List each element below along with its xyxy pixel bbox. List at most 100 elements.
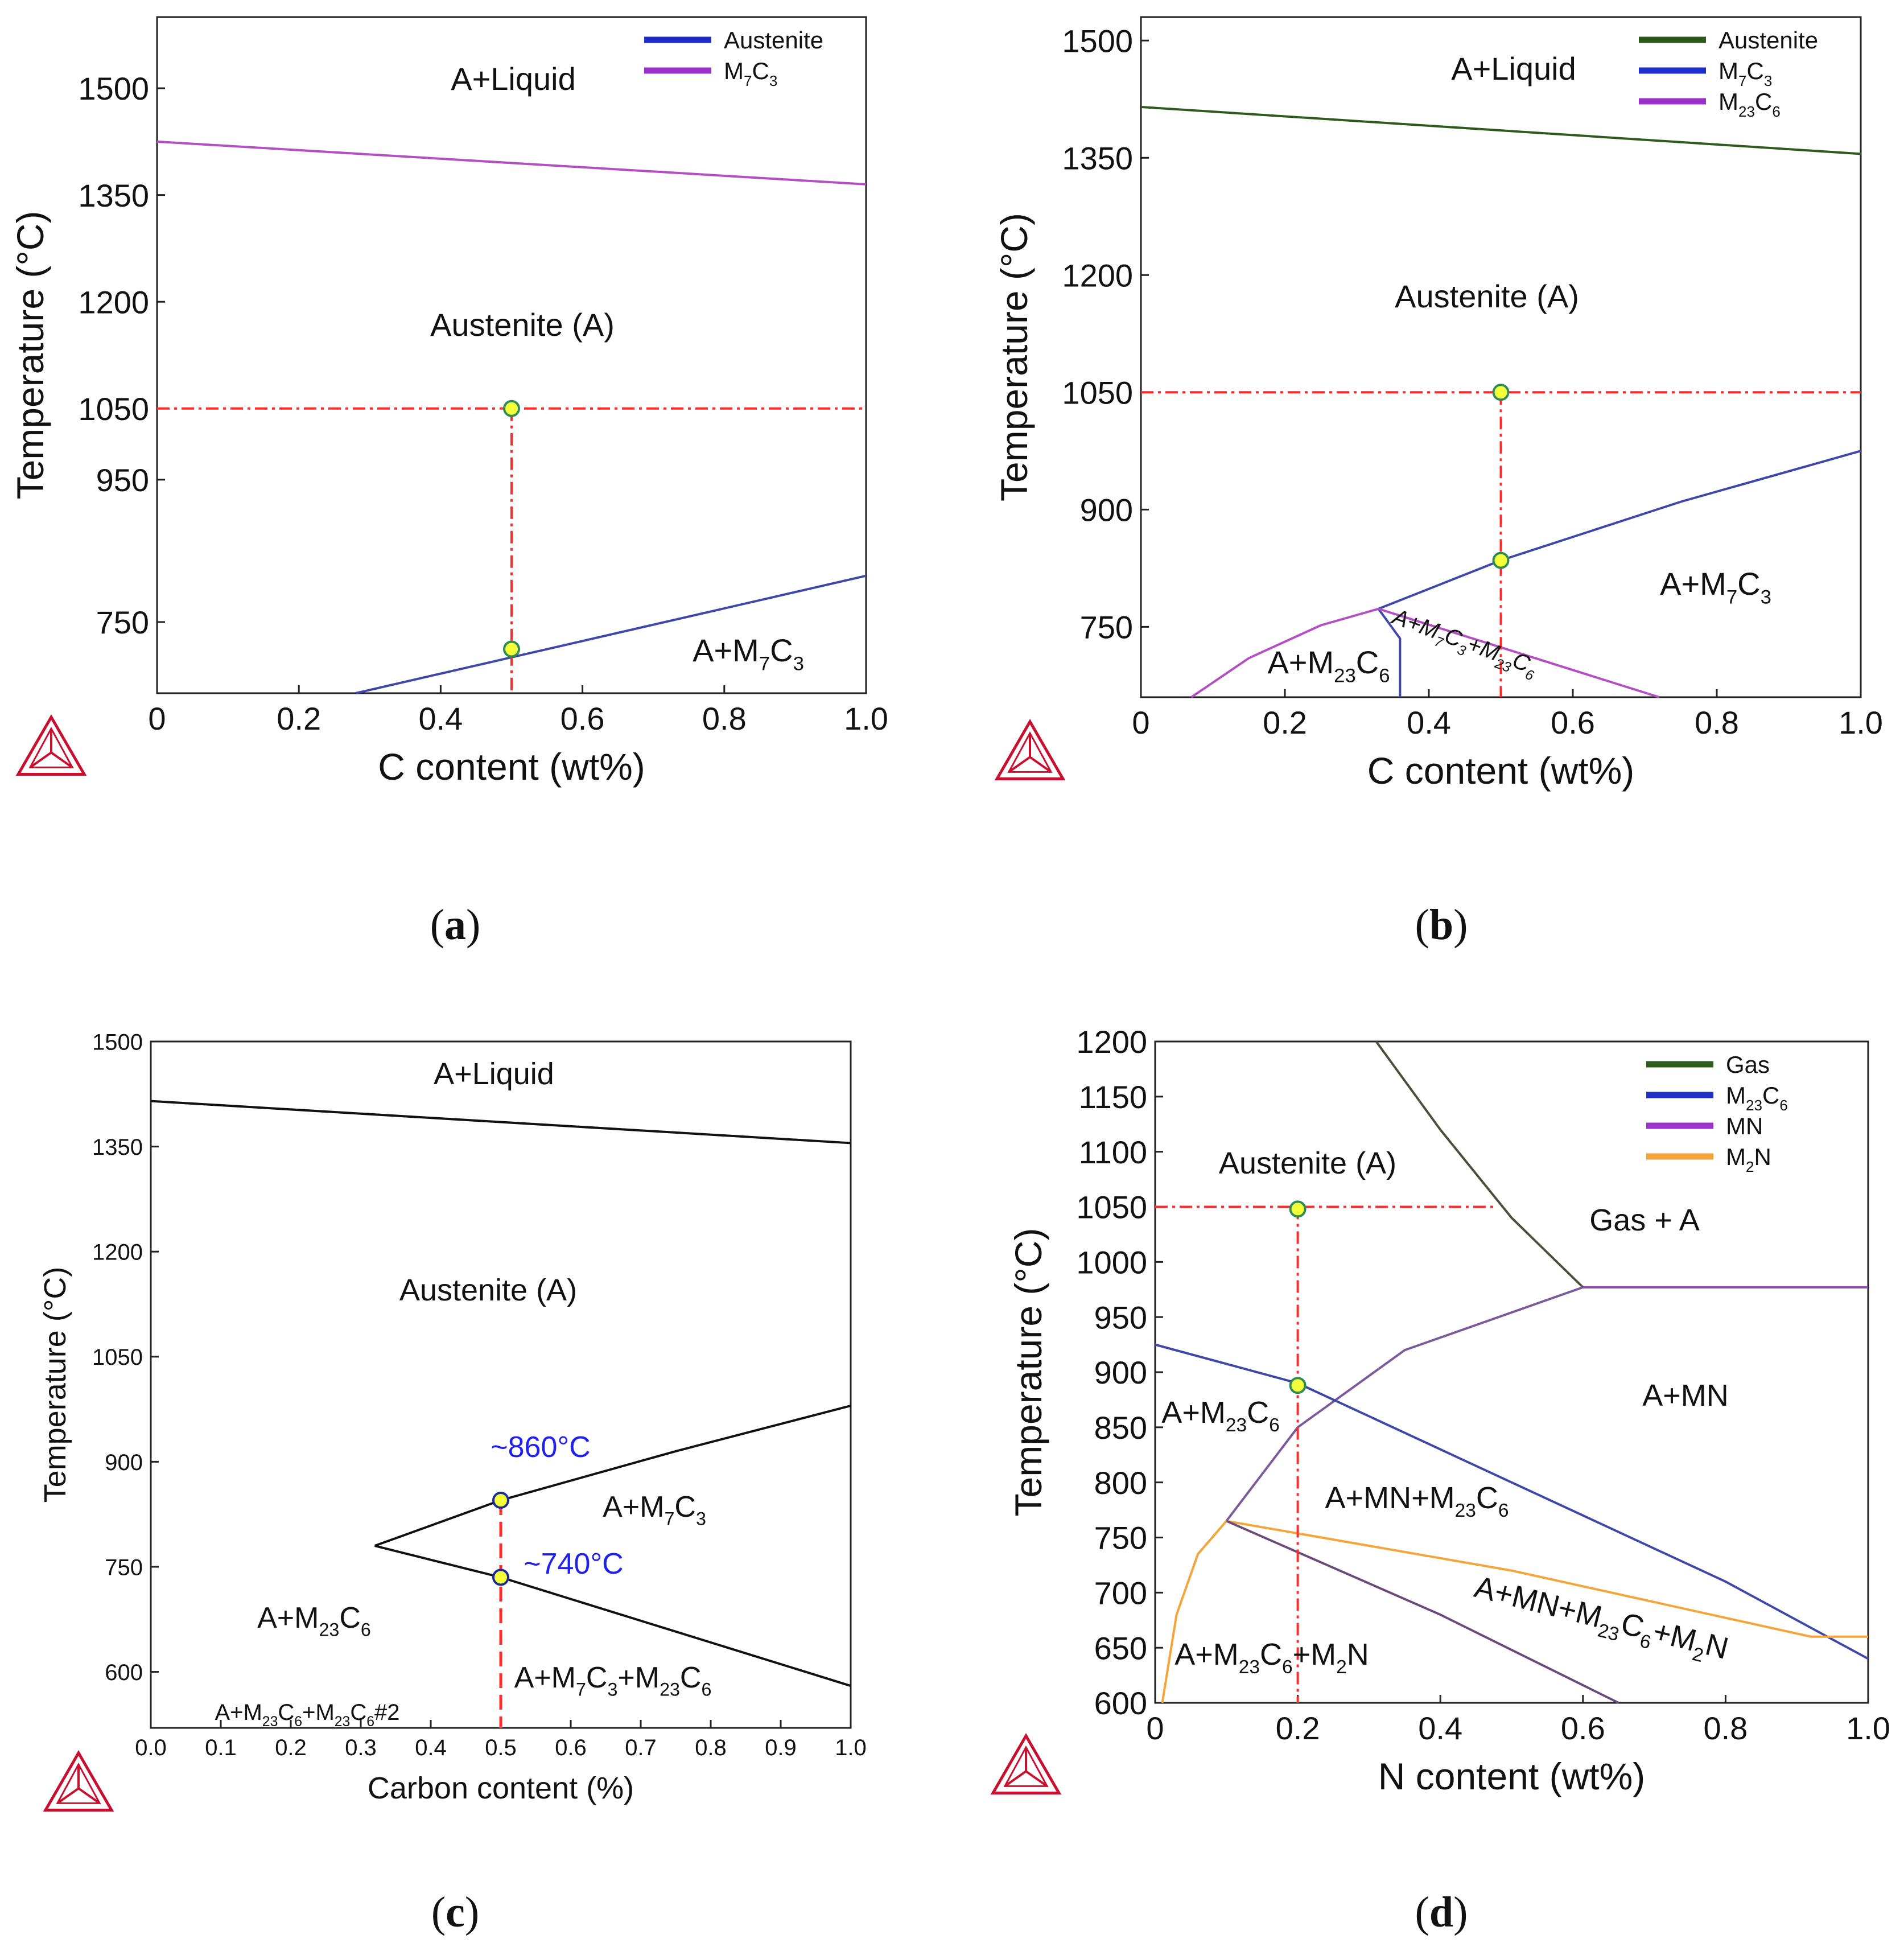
phase-boundary-1 xyxy=(156,140,867,186)
x-tick-label: 0 xyxy=(1132,705,1149,740)
y-tick-label: 1200 xyxy=(1062,257,1133,293)
x-tick-label: 0 xyxy=(1146,1710,1164,1746)
x-axis-label: N content (wt%) xyxy=(1378,1755,1645,1797)
region-b-m7c3: A+M7C3 xyxy=(1660,566,1771,608)
y-tick-label: 1100 xyxy=(1079,1134,1147,1170)
y-tick-label: 750 xyxy=(1094,1520,1147,1556)
y-tick-label: 1500 xyxy=(1062,23,1133,59)
y-tick-label: 950 xyxy=(96,462,149,498)
point-marker-2 xyxy=(492,1569,509,1586)
panel-caption: (b) xyxy=(1415,901,1468,949)
point-marker-1 xyxy=(492,1492,509,1509)
x-tick-label: 1.0 xyxy=(835,1735,867,1760)
legend-entry: M23C6 xyxy=(1726,1082,1788,1114)
y-axis-label: Temperature (°C) xyxy=(1007,1228,1049,1517)
x-tick-label: 0.4 xyxy=(418,701,463,736)
y-tick-label: 900 xyxy=(105,1450,143,1475)
phase-boundary-5 xyxy=(1378,607,1660,698)
region-c-m23c6: A+M23C6 xyxy=(257,1602,371,1640)
y-tick-label: 750 xyxy=(96,604,149,640)
x-tick-label: 0.6 xyxy=(1561,1710,1605,1746)
x-tick-label: 0.2 xyxy=(1276,1710,1320,1746)
region-a-m7c3: A+M7C3 xyxy=(693,632,804,675)
region-d-gas: Gas + A xyxy=(1589,1203,1700,1237)
phase-boundary-6 xyxy=(1161,1520,1227,1703)
x-tick-label: 0.2 xyxy=(275,1735,307,1760)
legend-entry: Austenite xyxy=(724,27,823,53)
x-axis-label: C content (wt%) xyxy=(1367,750,1634,792)
legend-entry: M23C6 xyxy=(1718,88,1781,120)
y-tick-label: 1050 xyxy=(78,391,149,427)
thermo-calc-triangle-icon xyxy=(994,719,1066,780)
y-tick-label: 650 xyxy=(1094,1630,1147,1666)
region-c-mix: A+M7C3+M23C6 xyxy=(514,1661,712,1700)
thermo-calc-triangle-icon xyxy=(43,1750,114,1812)
panel-caption: (c) xyxy=(431,1888,479,1936)
y-tick-label: 900 xyxy=(1094,1355,1147,1390)
region-b-m23c6: A+M23C6 xyxy=(1267,644,1390,687)
region-c-liquid: A+Liquid xyxy=(434,1057,554,1091)
y-axis-label: Temperature (°C) xyxy=(38,1267,72,1503)
phase-boundary-2 xyxy=(374,1404,851,1547)
point-marker-2 xyxy=(1289,1377,1307,1394)
region-c-austenite: Austenite (A) xyxy=(399,1273,577,1307)
x-tick-label: 0.2 xyxy=(1263,705,1307,740)
panel-caption: (a) xyxy=(430,901,481,949)
y-tick-label: 700 xyxy=(1094,1575,1147,1611)
phase-boundary-1 xyxy=(1375,1040,1584,1289)
legend-entry: Gas xyxy=(1726,1051,1770,1078)
legend-entry: MN xyxy=(1726,1113,1763,1139)
y-tick-label: 1050 xyxy=(92,1345,143,1370)
phase-boundary-4 xyxy=(1155,1343,1869,1660)
y-tick-label: 1050 xyxy=(1062,374,1133,410)
region-d-m23c6: A+M23C6 xyxy=(1161,1396,1279,1436)
legend-entry: M7C3 xyxy=(1718,57,1772,89)
y-axis-label: Temperature (°C) xyxy=(993,213,1035,501)
region-a-liquid: A+Liquid xyxy=(451,61,576,97)
x-tick-label: 0.6 xyxy=(1551,705,1595,740)
point-marker-1 xyxy=(503,400,520,417)
x-tick-label: 0.4 xyxy=(415,1735,447,1760)
y-tick-label: 600 xyxy=(105,1660,143,1685)
x-axis-label: C content (wt%) xyxy=(378,746,645,788)
y-tick-label: 800 xyxy=(1094,1465,1147,1501)
panel-c: 0.0 0.1 0.2 0.3 0.4 0.5 0.6 0.7 0.8 0.9 1.0 600 750 9… xyxy=(38,1030,867,1805)
y-tick-label: 750 xyxy=(1080,610,1133,645)
y-tick-label: 1150 xyxy=(1079,1079,1147,1115)
legend-entry: M2N xyxy=(1726,1143,1771,1175)
x-tick-label: 1.0 xyxy=(1839,705,1883,740)
phase-boundary-4 xyxy=(1377,608,1402,697)
region-a-austenite: Austenite (A) xyxy=(430,307,615,343)
point-marker-1 xyxy=(1289,1200,1307,1218)
y-tick-label: 900 xyxy=(1080,492,1133,528)
x-tick-label: 0.8 xyxy=(1703,1710,1748,1746)
note-740: ~740°C xyxy=(524,1547,623,1580)
x-tick-label: 0.4 xyxy=(1407,705,1451,740)
phase-boundary-2 xyxy=(355,574,867,694)
region-d-m2n: A+M23C6+M2N xyxy=(1174,1637,1369,1678)
x-tick-label: 0.5 xyxy=(485,1735,517,1760)
point-marker-2 xyxy=(1492,551,1510,569)
thermo-calc-triangle-icon xyxy=(15,714,87,776)
x-tick-label: 0.8 xyxy=(702,701,747,736)
x-tick-label: 0.4 xyxy=(1418,1710,1462,1746)
phase-boundary-1 xyxy=(1140,105,1861,155)
x-tick-label: 0.7 xyxy=(625,1735,657,1760)
region-c-mix2: A+M23C6+M23C6#2 xyxy=(215,1700,399,1730)
region-d-mn: A+MN xyxy=(1642,1378,1729,1413)
x-axis-label: Carbon content (%) xyxy=(368,1771,634,1805)
thermo-calc-triangle-icon xyxy=(990,1733,1062,1794)
region-labels: A+Liquid Austenite (A) A+M7C3 A+Liquid Auste… xyxy=(215,51,1771,1730)
x-tick-label: 1.0 xyxy=(844,701,888,736)
x-tick-label: 0.3 xyxy=(345,1735,377,1760)
phase-boundary-3 xyxy=(1225,1286,1584,1522)
region-d-austenite: Austenite (A) xyxy=(1219,1146,1396,1180)
y-tick-label: 1350 xyxy=(92,1135,143,1160)
y-tick-label: 1200 xyxy=(1076,1024,1147,1060)
phase-boundary-2 xyxy=(1378,450,1861,610)
panel-d: 0 0.2 0.4 0.6 0.8 1.0 600 650 700 750 800 850 900 950… xyxy=(1007,1024,1890,1797)
phase-boundary-5 xyxy=(1226,1520,1868,1638)
y-tick-label: 1200 xyxy=(92,1240,143,1265)
y-tick-label: 750 xyxy=(105,1555,143,1580)
